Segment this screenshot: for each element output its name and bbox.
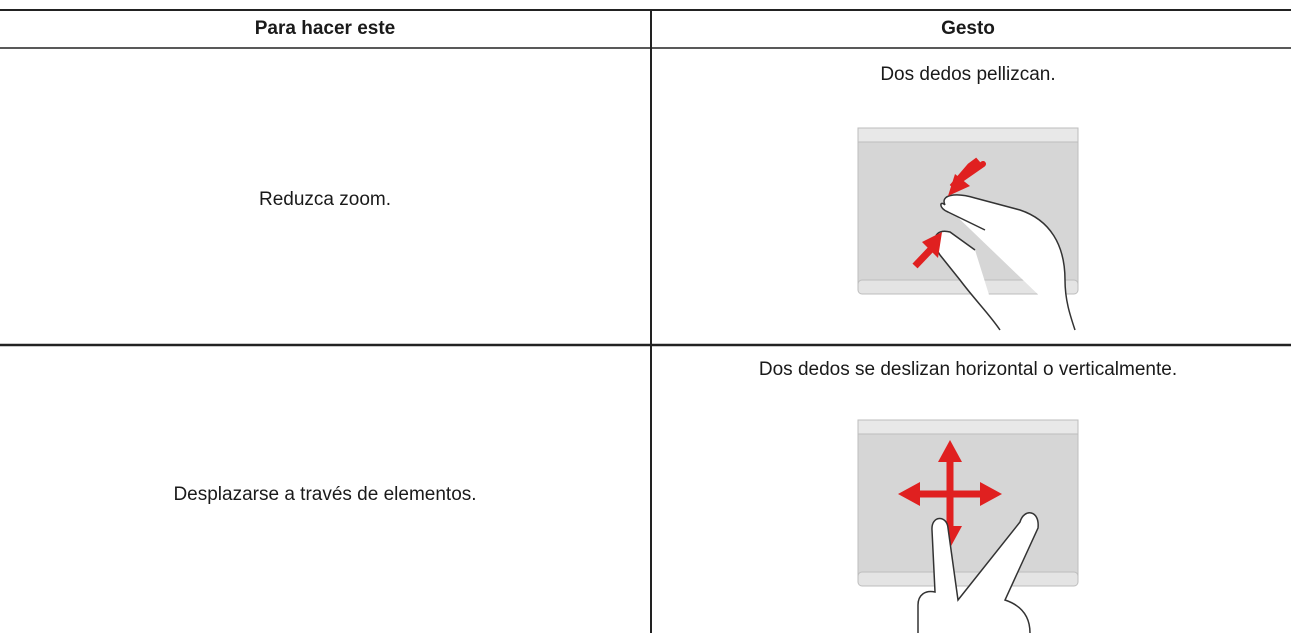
scroll-illustration (857, 419, 1079, 634)
action-cell: Desplazarse a través de elementos. (173, 484, 476, 505)
header-cell: Para hacer este (255, 18, 396, 39)
pinch-illustration (857, 127, 1079, 331)
header-cell: Gesto (941, 18, 995, 39)
gesture-caption: Dos dedos se deslizan horizontal o verti… (759, 359, 1177, 380)
gesture-caption: Dos dedos pellizcan. (880, 64, 1055, 85)
action-cell: Reduzca zoom. (259, 189, 391, 210)
